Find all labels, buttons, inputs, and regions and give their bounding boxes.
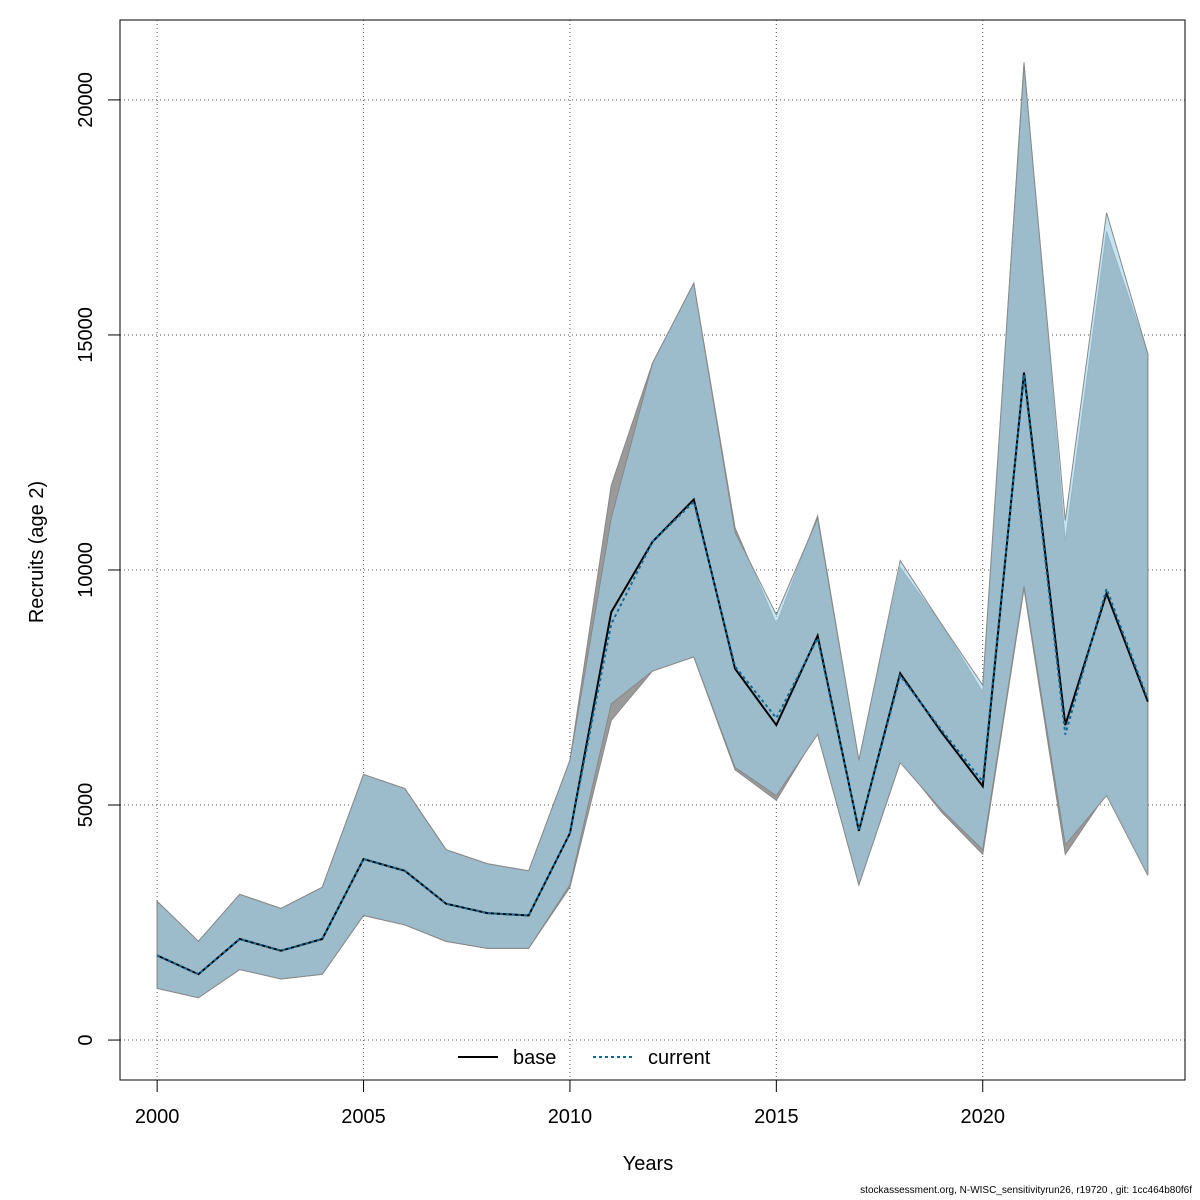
y-axis: 0 5000 10000 15000 20000 — [75, 72, 120, 1046]
y-tick-label: 15000 — [75, 307, 97, 363]
x-tick-label: 2000 — [135, 1106, 180, 1128]
footer-caption: stockassessment.org, N-WISC_sensitivityr… — [860, 1185, 1192, 1196]
x-tick-label: 2015 — [754, 1106, 799, 1128]
x-axis-label: Years — [623, 1153, 673, 1175]
legend-label-base: base — [513, 1047, 556, 1069]
x-tick-label: 2010 — [548, 1106, 593, 1128]
y-tick-label: 10000 — [75, 542, 97, 598]
confidence-bands — [156, 62, 1149, 999]
legend-label-current: current — [648, 1047, 711, 1069]
y-tick-label: 0 — [75, 1034, 97, 1045]
y-axis-label: Recruits (age 2) — [26, 481, 48, 623]
x-tick-label: 2005 — [341, 1106, 386, 1128]
line-current — [156, 374, 1149, 976]
y-tick-label: 20000 — [75, 72, 97, 128]
series-lines — [156, 372, 1149, 976]
x-tick-label: 2020 — [960, 1106, 1005, 1128]
band-current — [156, 64, 1149, 999]
x-axis: 2000 2005 2010 2015 2020 — [135, 1079, 1005, 1128]
y-tick-label: 5000 — [75, 783, 97, 828]
legend: base current — [458, 1047, 711, 1069]
